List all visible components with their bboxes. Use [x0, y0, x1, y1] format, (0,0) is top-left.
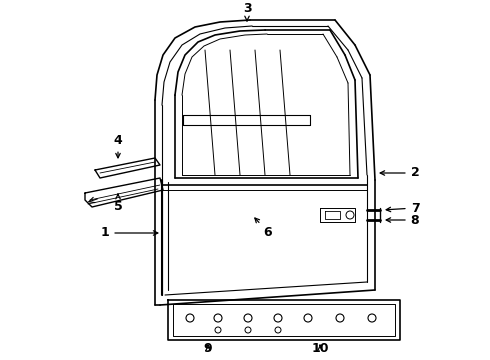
Polygon shape [168, 300, 400, 340]
Text: 8: 8 [386, 213, 419, 226]
Text: 5: 5 [114, 194, 122, 213]
Circle shape [346, 211, 354, 219]
Polygon shape [95, 158, 160, 178]
Text: 7: 7 [386, 202, 419, 215]
Polygon shape [325, 211, 340, 219]
Text: 4: 4 [114, 134, 122, 158]
Text: 6: 6 [255, 218, 272, 238]
Text: 9: 9 [204, 342, 212, 355]
Text: 10: 10 [311, 342, 329, 355]
Text: 2: 2 [380, 166, 419, 180]
Text: 1: 1 [100, 226, 158, 239]
Polygon shape [85, 178, 163, 207]
Polygon shape [320, 208, 355, 222]
Text: 3: 3 [243, 1, 251, 21]
